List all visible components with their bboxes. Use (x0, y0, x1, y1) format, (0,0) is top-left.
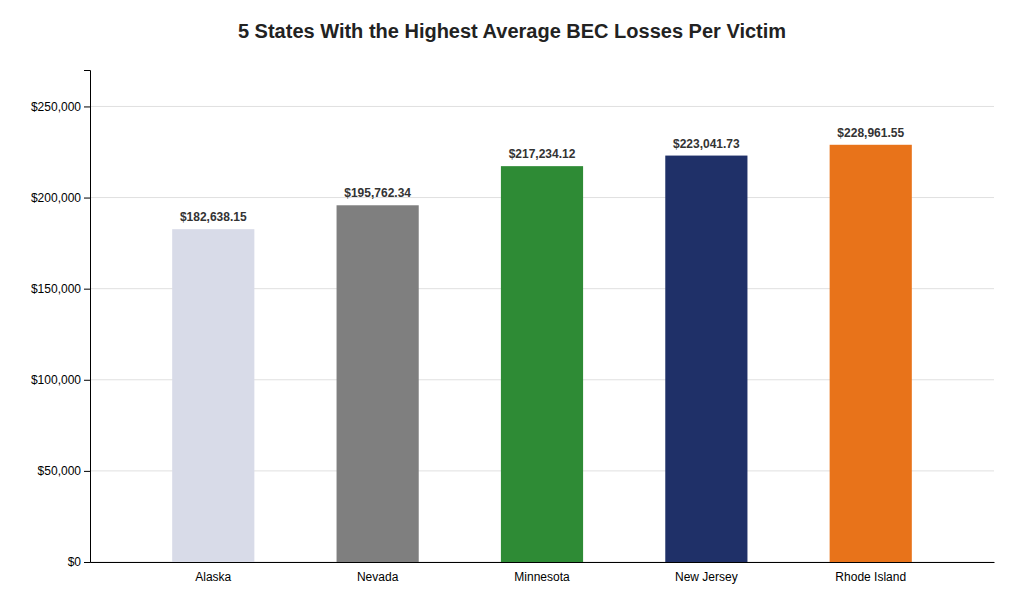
y-tick: $0 (68, 555, 90, 569)
title: 5 States With the Highest Average BEC Lo… (238, 20, 786, 42)
y-axis: $0 $50,000 $100,000 $150,000 $200,000 $250,00… (31, 71, 91, 570)
y-tick: $100,000 (31, 373, 90, 387)
y-tick: $150,000 (31, 282, 90, 296)
grid (90, 106, 994, 562)
y-tick-mark (84, 106, 90, 107)
x-tick-label: Minnesota (514, 570, 570, 584)
y-tick: $200,000 (31, 191, 90, 205)
grid-line (90, 106, 994, 107)
y-tick-label: $200,000 (31, 191, 81, 205)
x-tick-label: Nevada (357, 570, 399, 584)
data-label: $195,762.34 (344, 186, 411, 200)
x-tick-label: New Jersey (675, 570, 738, 584)
bars (172, 145, 912, 562)
chart: $0 $50,000 $100,000 $150,000 $200,000 $250,00… (0, 0, 1024, 612)
y-tick-mark (84, 198, 90, 199)
y-tick: $250,000 (31, 100, 90, 114)
y-tick: $50,000 (38, 464, 90, 478)
y-tick-label: $0 (68, 555, 82, 569)
data-label: $223,041.73 (673, 137, 740, 151)
y-tick-label: $100,000 (31, 373, 81, 387)
x-tick: Alaska (195, 570, 231, 584)
y-tick-label: $150,000 (31, 282, 81, 296)
x-tick: Minnesota (514, 570, 570, 584)
bar (337, 205, 419, 562)
x-tick: Nevada (357, 570, 399, 584)
x-tick-label: Rhode Island (835, 570, 906, 584)
y-tick-label: $50,000 (38, 464, 82, 478)
y-tick-mark (84, 562, 90, 563)
data-labels: $182,638.15 $195,762.34 $217,234.12 $223,04… (180, 126, 905, 224)
data-label: $217,234.12 (509, 147, 576, 161)
y-tick-mark (84, 289, 90, 290)
x-axis-line (91, 562, 995, 563)
data-label: $182,638.15 (180, 210, 247, 224)
x-axis: Alaska Nevada Minnesota New Jersey Rhode Isl… (91, 563, 995, 584)
plot: $0 $50,000 $100,000 $150,000 $200,000 $250,00… (31, 71, 995, 584)
x-tick: Rhode Island (835, 570, 906, 584)
bar (830, 145, 912, 562)
y-tick-mark (84, 380, 90, 381)
y-tick-mark (84, 471, 90, 472)
x-tick: New Jersey (675, 570, 738, 584)
data-label: $228,961.55 (837, 126, 904, 140)
x-tick-label: Alaska (195, 570, 231, 584)
y-tick-label: $250,000 (31, 100, 81, 114)
bar (665, 156, 747, 562)
y-axis-line (84, 71, 91, 563)
bar (172, 229, 254, 562)
bar (501, 166, 583, 562)
